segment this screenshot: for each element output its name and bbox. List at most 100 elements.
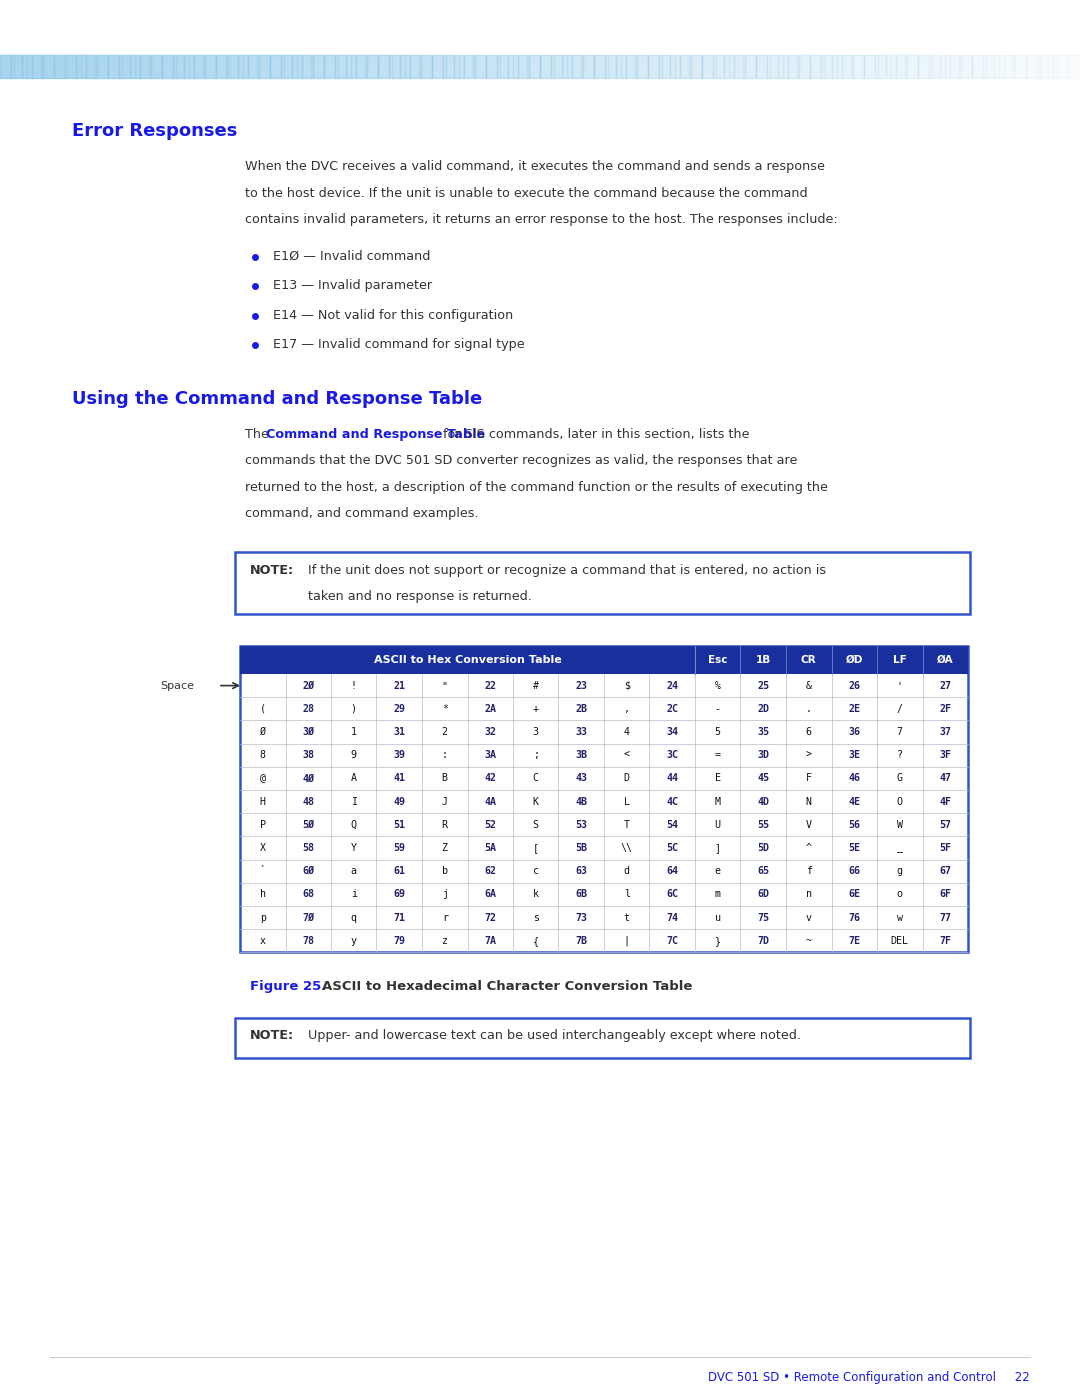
Bar bbox=[405, 54, 419, 78]
Bar bbox=[365, 54, 378, 78]
Text: The: The bbox=[245, 427, 273, 440]
Text: H: H bbox=[260, 796, 266, 806]
Bar bbox=[356, 54, 367, 78]
Bar bbox=[67, 54, 81, 78]
Bar bbox=[140, 54, 151, 78]
Bar bbox=[1004, 54, 1015, 78]
Bar bbox=[65, 54, 76, 78]
Bar bbox=[11, 54, 22, 78]
Bar bbox=[175, 54, 189, 78]
Text: 6E: 6E bbox=[848, 890, 861, 900]
Text: NOTE:: NOTE: bbox=[249, 563, 294, 577]
Text: taken and no response is returned.: taken and no response is returned. bbox=[308, 590, 531, 604]
Bar bbox=[605, 54, 616, 78]
Text: ASCII to Hexadecimal Character Conversion Table: ASCII to Hexadecimal Character Conversio… bbox=[322, 981, 692, 993]
Bar bbox=[486, 54, 500, 78]
Bar bbox=[284, 54, 297, 78]
Text: 47: 47 bbox=[940, 774, 951, 784]
Text: 67: 67 bbox=[940, 866, 951, 876]
Bar bbox=[950, 54, 961, 78]
Bar bbox=[864, 54, 875, 78]
Text: 7Ø: 7Ø bbox=[302, 912, 314, 922]
Bar bbox=[1048, 54, 1058, 78]
Bar bbox=[1013, 54, 1026, 78]
Text: 27: 27 bbox=[940, 680, 951, 690]
Text: Z: Z bbox=[442, 842, 448, 854]
Text: u: u bbox=[715, 912, 720, 922]
Text: x: x bbox=[260, 936, 266, 946]
Bar bbox=[713, 54, 724, 78]
Bar bbox=[689, 54, 702, 78]
Text: *: * bbox=[442, 704, 448, 714]
Bar bbox=[378, 54, 391, 78]
Bar bbox=[810, 54, 824, 78]
Text: 5C: 5C bbox=[666, 842, 678, 854]
Text: Ø: Ø bbox=[260, 726, 266, 738]
Text: $: $ bbox=[624, 680, 630, 690]
Text: 22: 22 bbox=[484, 680, 496, 690]
Bar bbox=[670, 54, 680, 78]
Text: 6Ø: 6Ø bbox=[302, 866, 314, 876]
Bar bbox=[243, 54, 257, 78]
Text: returned to the host, a description of the command function or the results of ex: returned to the host, a description of t… bbox=[245, 481, 828, 493]
Bar bbox=[508, 54, 518, 78]
Bar bbox=[918, 54, 931, 78]
Bar bbox=[0, 54, 13, 78]
Text: 76: 76 bbox=[848, 912, 861, 922]
Text: 3Ø: 3Ø bbox=[302, 726, 314, 738]
Text: CR: CR bbox=[801, 655, 816, 665]
Bar bbox=[529, 54, 540, 78]
Bar bbox=[205, 54, 216, 78]
Text: 6C: 6C bbox=[666, 890, 678, 900]
Text: 66: 66 bbox=[848, 866, 861, 876]
Text: 71: 71 bbox=[393, 912, 405, 922]
Text: S: S bbox=[532, 820, 539, 830]
Text: C: C bbox=[532, 774, 539, 784]
Bar bbox=[594, 54, 605, 78]
Bar bbox=[986, 54, 999, 78]
FancyBboxPatch shape bbox=[235, 552, 970, 613]
Text: +: + bbox=[532, 704, 539, 714]
Bar bbox=[680, 54, 691, 78]
Bar bbox=[581, 54, 594, 78]
Bar bbox=[999, 54, 1013, 78]
Text: 28: 28 bbox=[302, 704, 314, 714]
Text: 44: 44 bbox=[666, 774, 678, 784]
Bar bbox=[86, 54, 97, 78]
Text: 5F: 5F bbox=[940, 842, 951, 854]
Bar bbox=[229, 54, 243, 78]
Bar bbox=[675, 54, 689, 78]
Bar bbox=[162, 54, 173, 78]
Text: for SIS commands, later in this section, lists the: for SIS commands, later in this section,… bbox=[440, 427, 750, 440]
Bar bbox=[135, 54, 149, 78]
Text: 29: 29 bbox=[393, 704, 405, 714]
Text: 33: 33 bbox=[576, 726, 588, 738]
Text: 2B: 2B bbox=[576, 704, 588, 714]
Text: 48: 48 bbox=[302, 796, 314, 806]
Text: ~: ~ bbox=[806, 936, 812, 946]
Bar bbox=[799, 54, 810, 78]
Text: e: e bbox=[715, 866, 720, 876]
Bar bbox=[562, 54, 572, 78]
Bar bbox=[734, 54, 745, 78]
Text: D: D bbox=[624, 774, 630, 784]
Bar bbox=[702, 54, 713, 78]
Text: 3B: 3B bbox=[576, 750, 588, 760]
Text: 52: 52 bbox=[484, 820, 496, 830]
Bar bbox=[473, 54, 486, 78]
Text: h: h bbox=[260, 890, 266, 900]
Text: 7A: 7A bbox=[484, 936, 496, 946]
Text: k: k bbox=[532, 890, 539, 900]
Text: E1Ø — Invalid command: E1Ø — Invalid command bbox=[273, 250, 430, 263]
Bar bbox=[421, 54, 432, 78]
Bar bbox=[1069, 54, 1080, 78]
Bar bbox=[961, 54, 972, 78]
Bar bbox=[346, 54, 356, 78]
Bar bbox=[76, 54, 86, 78]
Text: #: # bbox=[532, 680, 539, 690]
Text: }: } bbox=[715, 936, 720, 946]
Bar bbox=[240, 645, 968, 953]
Text: i: i bbox=[351, 890, 356, 900]
Text: J: J bbox=[442, 796, 448, 806]
Text: P: P bbox=[260, 820, 266, 830]
